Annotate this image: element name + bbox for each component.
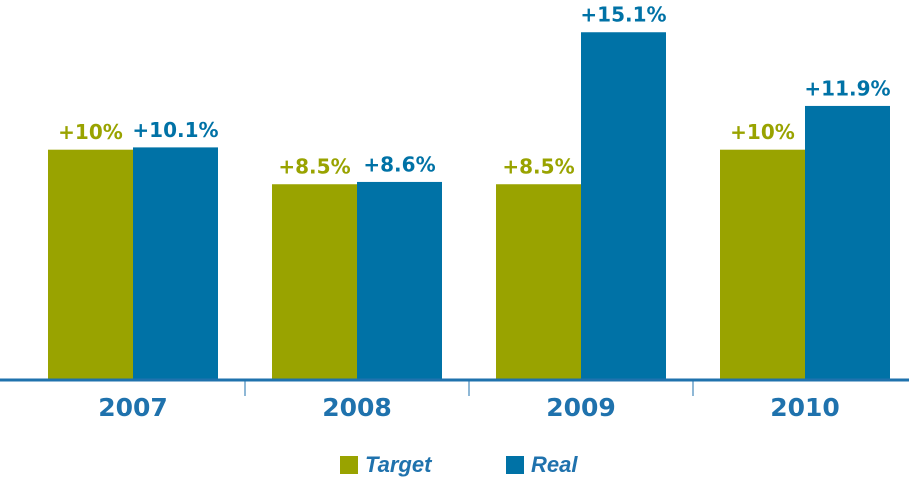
x-tick-label: 2009 bbox=[546, 393, 616, 422]
legend-label: Real bbox=[531, 452, 578, 477]
value-label: +8.6% bbox=[363, 152, 435, 176]
bar bbox=[805, 105, 890, 380]
x-tick-label: 2007 bbox=[98, 393, 168, 422]
legend-label: Target bbox=[365, 452, 433, 477]
value-label: +11.9% bbox=[804, 76, 890, 100]
value-label: +10.1% bbox=[132, 118, 218, 142]
bar bbox=[720, 149, 805, 380]
value-label: +15.1% bbox=[580, 3, 666, 27]
bar bbox=[272, 184, 357, 380]
bar bbox=[581, 32, 666, 380]
bar bbox=[357, 181, 442, 380]
legend-swatch bbox=[340, 456, 358, 474]
x-tick-label: 2010 bbox=[770, 393, 840, 422]
value-label: +8.5% bbox=[502, 155, 574, 179]
value-label: +10% bbox=[58, 120, 123, 144]
value-label: +10% bbox=[730, 120, 795, 144]
legend-swatch bbox=[506, 456, 524, 474]
bar bbox=[48, 149, 133, 380]
bar bbox=[133, 147, 218, 380]
bar bbox=[496, 184, 581, 380]
x-tick-label: 2008 bbox=[322, 393, 392, 422]
value-label: +8.5% bbox=[278, 155, 350, 179]
